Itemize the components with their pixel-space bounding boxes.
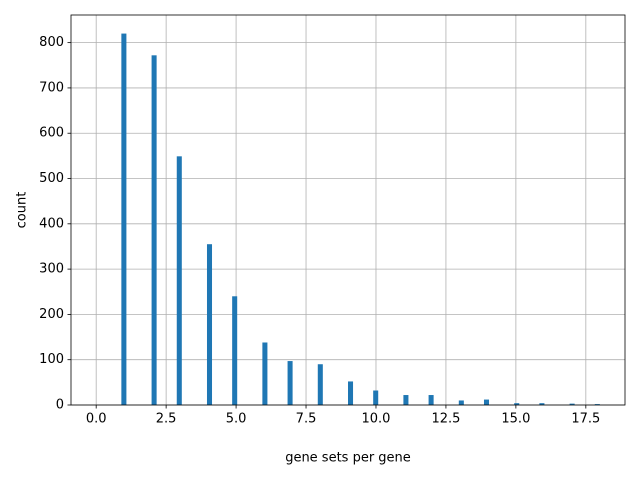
y-tick-label: 500	[39, 171, 64, 186]
y-tick-label: 400	[39, 216, 64, 231]
bar	[121, 33, 127, 405]
y-tick-label: 600	[39, 126, 64, 141]
bar	[483, 399, 490, 405]
y-tick-label: 300	[39, 262, 64, 277]
bar	[458, 400, 464, 405]
bar	[403, 395, 409, 405]
x-tick-label: 2.5	[156, 412, 177, 427]
bar	[373, 390, 379, 405]
bar	[232, 296, 238, 405]
bar	[569, 403, 575, 405]
x-tick-label: 5.0	[226, 412, 247, 427]
bar	[176, 156, 182, 405]
bar	[539, 403, 545, 405]
x-tick-label: 15.0	[501, 412, 530, 427]
y-tick-label: 200	[39, 307, 64, 322]
y-tick-label: 0	[56, 398, 64, 413]
bar	[151, 55, 157, 405]
x-tick-label: 17.5	[571, 412, 600, 427]
y-tick-label: 800	[39, 35, 64, 50]
y-axis-label: count	[15, 192, 30, 229]
x-tick-label: 7.5	[296, 412, 317, 427]
x-tick-label: 10.0	[362, 412, 391, 427]
plot-frame	[70, 14, 626, 406]
x-axis-label: gene sets per gene	[285, 451, 411, 466]
x-tick-label: 12.5	[431, 412, 460, 427]
bar	[262, 342, 268, 405]
bar	[594, 404, 600, 405]
y-tick-label: 700	[39, 80, 64, 95]
bar	[317, 364, 323, 405]
x-tick-label: 0.0	[86, 412, 107, 427]
y-tick-label: 100	[39, 352, 64, 367]
bar	[514, 403, 520, 405]
bar	[287, 361, 293, 405]
bar	[206, 244, 213, 405]
bar	[428, 395, 434, 405]
bar	[348, 381, 354, 405]
